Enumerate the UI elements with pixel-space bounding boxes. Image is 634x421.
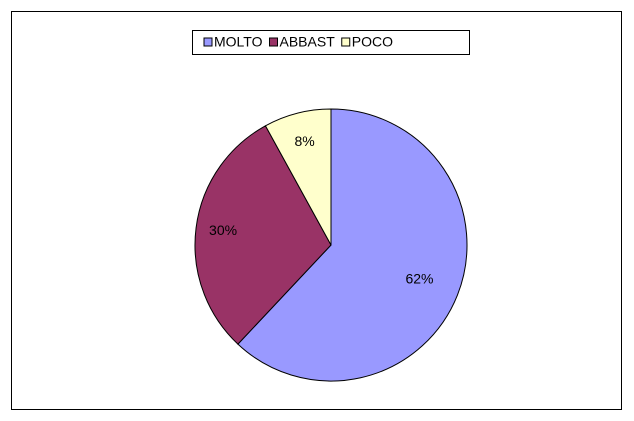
legend-label: MOLTO — [214, 34, 263, 50]
pie-slice — [264, 108, 332, 246]
data-label: 8% — [295, 133, 315, 149]
legend-swatch — [203, 37, 213, 47]
data-label: 30% — [209, 222, 237, 238]
legend-label: POCO — [352, 34, 393, 50]
pie-slice — [237, 108, 468, 382]
legend-box — [192, 30, 470, 55]
legend-swatch — [341, 37, 351, 47]
data-label: 62% — [405, 271, 433, 287]
legend-label: ABBAST — [280, 34, 336, 50]
legend-swatch — [269, 37, 278, 47]
pie-slice — [194, 125, 332, 345]
